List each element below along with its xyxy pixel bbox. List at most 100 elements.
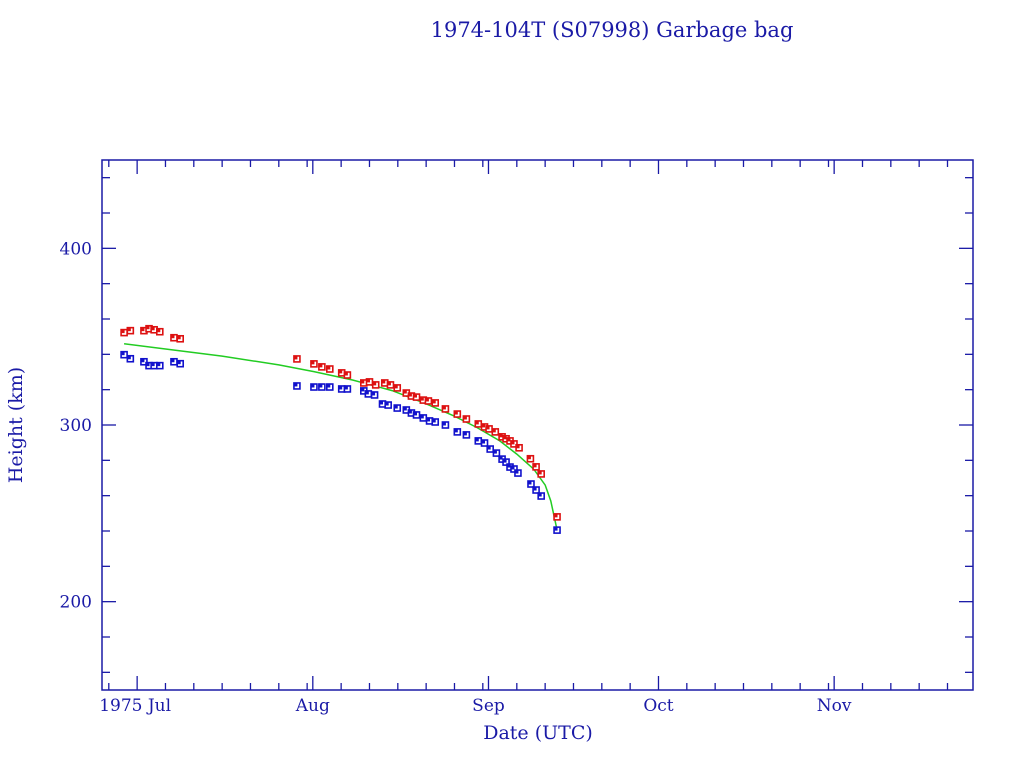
apogee-marker-fill bbox=[146, 326, 150, 330]
perigee-marker-fill bbox=[121, 352, 125, 356]
apogee-point bbox=[343, 371, 352, 379]
apogee-marker-fill bbox=[319, 364, 323, 368]
perigee-marker-fill bbox=[442, 422, 446, 426]
apogee-point bbox=[510, 440, 518, 448]
apogee-marker-fill bbox=[533, 464, 537, 468]
perigee-marker-fill bbox=[503, 459, 507, 463]
perigee-marker-fill bbox=[432, 419, 436, 423]
apogee-point bbox=[441, 405, 450, 413]
perigee-point bbox=[384, 401, 392, 409]
apogee-point bbox=[474, 420, 483, 428]
perigee-point bbox=[412, 411, 421, 419]
apogee-point bbox=[120, 328, 128, 337]
apogee-point bbox=[412, 393, 421, 401]
plot-frame bbox=[101, 159, 974, 691]
perigee-marker-fill bbox=[365, 391, 369, 395]
perigee-marker-fill bbox=[385, 402, 389, 406]
apogee-point bbox=[537, 470, 545, 478]
x-tick-label: Nov bbox=[817, 696, 852, 716]
perigee-marker-fill bbox=[157, 363, 161, 367]
perigee-point bbox=[514, 469, 522, 477]
perigee-point bbox=[156, 361, 164, 370]
apogee-point bbox=[126, 326, 135, 335]
y-tick-label: 400 bbox=[60, 239, 92, 259]
perigee-point bbox=[492, 449, 501, 457]
perigee-point bbox=[176, 359, 185, 368]
x-tick-label: 1975 Jul bbox=[99, 696, 171, 716]
apogee-marker-fill bbox=[339, 370, 343, 374]
perigee-marker-fill bbox=[141, 359, 145, 363]
perigee-marker-fill bbox=[515, 470, 519, 474]
x-axis-label: Date (UTC) bbox=[483, 722, 593, 744]
perigee-point bbox=[527, 480, 535, 488]
perigee-marker-fill bbox=[533, 487, 537, 491]
apogee-point bbox=[491, 428, 500, 436]
apogee-marker-fill bbox=[492, 429, 496, 433]
apogee-marker-fill bbox=[463, 416, 467, 420]
perigee-point bbox=[486, 445, 494, 453]
apogee-marker-fill bbox=[344, 372, 348, 376]
apogee-marker-fill bbox=[432, 400, 436, 404]
x-tick-label: Oct bbox=[643, 696, 673, 716]
perigee-point bbox=[431, 418, 440, 426]
perigee-marker-fill bbox=[361, 388, 365, 392]
apogee-point bbox=[526, 454, 535, 463]
perigee-marker-fill bbox=[511, 466, 515, 470]
apogee-marker-fill bbox=[554, 514, 558, 518]
apogee-point bbox=[515, 443, 523, 452]
perigee-point bbox=[293, 382, 301, 390]
apogee-point bbox=[453, 410, 462, 418]
apogee-point bbox=[310, 360, 318, 368]
apogee-marker-fill bbox=[420, 397, 424, 401]
perigee-marker-fill bbox=[507, 464, 511, 468]
apogee-marker-fill bbox=[538, 471, 542, 475]
apogee-marker-fill bbox=[408, 393, 412, 397]
apogee-marker-fill bbox=[503, 436, 507, 440]
y-axis: 200 300 400 bbox=[60, 177, 973, 673]
perigee-point bbox=[343, 385, 352, 393]
apogee-marker-fill bbox=[425, 398, 429, 402]
apogee-marker-fill bbox=[486, 426, 490, 430]
perigee-marker-fill bbox=[127, 356, 131, 360]
perigee-marker-fill bbox=[427, 418, 431, 422]
perigee-marker-fill bbox=[380, 401, 384, 405]
perigee-marker-fill bbox=[339, 386, 343, 390]
perigee-marker-fill bbox=[372, 392, 376, 396]
apogee-point bbox=[386, 381, 395, 389]
apogee-marker-fill bbox=[454, 411, 458, 415]
perigee-point bbox=[370, 391, 379, 399]
apogee-marker-fill bbox=[511, 441, 515, 445]
apogee-point bbox=[431, 399, 440, 407]
perigee-marker-fill bbox=[528, 481, 532, 485]
perigee-marker-fill bbox=[493, 450, 497, 454]
apogee-point bbox=[371, 381, 380, 389]
perigee-marker-fill bbox=[482, 440, 486, 444]
apogee-marker-fill bbox=[475, 421, 479, 425]
apogee-marker-fill bbox=[403, 390, 407, 394]
perigee-point bbox=[326, 383, 334, 391]
x-tick-label: Sep bbox=[472, 696, 505, 716]
apogee-marker-fill bbox=[177, 336, 181, 340]
apogee-point bbox=[293, 355, 301, 363]
apogee-marker-fill bbox=[442, 406, 446, 410]
perigee-point bbox=[364, 390, 373, 398]
apogee-point bbox=[462, 415, 471, 423]
perigee-point bbox=[510, 465, 518, 473]
apogee-marker-fill bbox=[366, 379, 370, 383]
perigee-marker-fill bbox=[146, 363, 150, 367]
apogee-point bbox=[170, 333, 178, 342]
perigee-marker-fill bbox=[177, 361, 181, 365]
perigee-point bbox=[532, 486, 540, 494]
perigee-marker-fill bbox=[294, 383, 298, 387]
perigee-marker-fill bbox=[414, 412, 418, 416]
perigee-marker-fill bbox=[408, 410, 412, 414]
apogee-marker-fill bbox=[373, 382, 377, 386]
perigee-marker-fill bbox=[394, 405, 398, 409]
apogee-point bbox=[326, 365, 334, 373]
apogee-point bbox=[393, 384, 402, 392]
perigee-marker-fill bbox=[475, 438, 479, 442]
apogee-point bbox=[424, 397, 433, 405]
perigee-marker-fill bbox=[311, 384, 315, 388]
apogee-marker-fill bbox=[499, 434, 503, 438]
